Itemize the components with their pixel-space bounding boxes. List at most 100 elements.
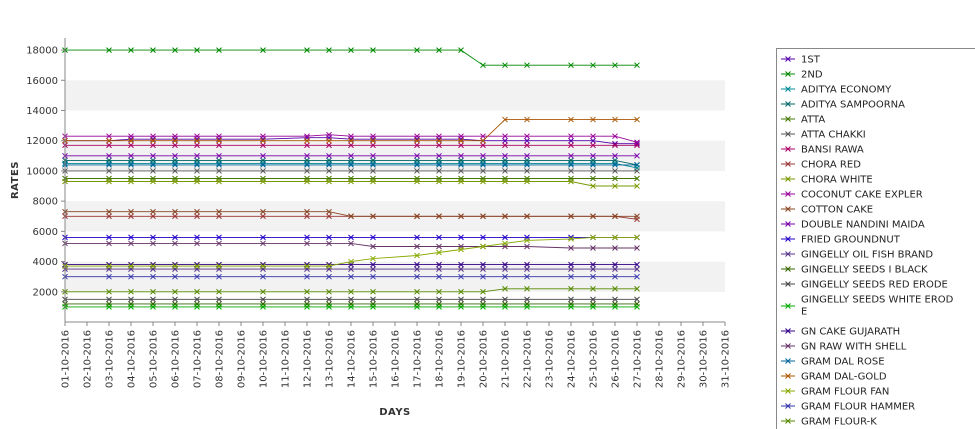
data-point (150, 137, 156, 144)
data-point (480, 296, 486, 303)
data-point (590, 296, 596, 303)
data-point (414, 213, 420, 220)
data-point (634, 245, 640, 251)
data-point (634, 175, 640, 182)
data-point (172, 157, 178, 164)
data-point (106, 137, 112, 144)
data-point (326, 142, 332, 149)
data-point (150, 162, 156, 168)
data-point (304, 213, 310, 220)
data-point (436, 157, 442, 164)
series-line (65, 162, 638, 169)
data-point (612, 152, 618, 159)
data-point (150, 296, 156, 303)
y-tick-label: 2000 (33, 287, 58, 298)
series-22 (62, 273, 640, 280)
legend-label: ATTA CHAKKI (801, 130, 866, 141)
series-21 (62, 234, 640, 269)
data-point (458, 157, 464, 164)
data-point (612, 296, 618, 303)
data-point (612, 157, 618, 164)
data-point (216, 304, 222, 310)
data-point (106, 157, 112, 164)
x-tick-label: 10-10-2016 (259, 330, 270, 388)
data-point (634, 273, 640, 280)
data-point (348, 157, 354, 164)
data-point (458, 296, 464, 303)
data-point (106, 133, 112, 140)
data-point (414, 266, 420, 272)
data-point (634, 116, 640, 123)
data-point (436, 243, 442, 250)
data-point (150, 178, 156, 185)
data-point (590, 304, 596, 310)
data-point (436, 288, 442, 295)
data-point (326, 178, 332, 185)
data-point (216, 288, 222, 295)
series-11 (62, 152, 640, 159)
series-9 (62, 131, 640, 146)
data-point (172, 213, 178, 220)
data-point (106, 304, 112, 310)
data-point (502, 261, 508, 268)
data-point (150, 213, 156, 220)
legend-label: GN CAKE GUJARATH (801, 327, 900, 338)
data-point (590, 152, 596, 159)
data-point (590, 157, 596, 164)
data-point (458, 234, 464, 241)
data-point (150, 240, 156, 247)
data-point (216, 240, 222, 247)
data-point (502, 273, 508, 280)
data-point (568, 304, 574, 310)
data-point (304, 162, 310, 168)
y-tick-label: 18000 (26, 46, 58, 57)
x-tick-label: 11-10-2016 (281, 330, 292, 388)
legend-marker (785, 418, 791, 424)
data-point (436, 266, 442, 272)
data-point (590, 168, 596, 174)
x-tick-label: 19-10-2016 (457, 330, 468, 388)
x-tick-label: 05-10-2016 (149, 330, 160, 388)
legend-item: GN CAKE GUJARATH (781, 327, 900, 338)
data-point (590, 183, 596, 189)
data-point (260, 47, 266, 53)
data-point (634, 139, 640, 146)
legend-item: GRAM FLOUR-K (781, 417, 877, 428)
data-point (590, 234, 596, 241)
data-point (194, 234, 200, 241)
data-point (216, 133, 222, 140)
data-point (436, 273, 442, 280)
data-point (348, 142, 354, 149)
data-point (194, 304, 200, 310)
data-point (436, 47, 442, 53)
data-point (458, 246, 464, 253)
data-point (128, 178, 134, 185)
legend-label: 2ND (801, 70, 823, 81)
data-point (480, 243, 486, 250)
data-point (480, 178, 486, 185)
data-point (436, 168, 442, 174)
data-point (348, 304, 354, 310)
series-20 (62, 116, 640, 144)
data-point (458, 152, 464, 159)
data-point (150, 288, 156, 295)
data-point (414, 234, 420, 241)
data-point (150, 304, 156, 310)
data-point (370, 304, 376, 310)
data-point (414, 304, 420, 310)
x-tick-label: 07-10-2016 (193, 330, 204, 388)
x-tick-label: 13-10-2016 (325, 330, 336, 388)
data-point (304, 263, 310, 269)
legend-marker (785, 281, 791, 287)
x-tick-label: 09-10-2016 (237, 330, 248, 388)
data-point (370, 261, 376, 268)
legend-marker (785, 303, 791, 309)
data-point (106, 47, 112, 53)
data-point (370, 142, 376, 149)
legend-label: GINGELLY SEEDS I BLACK (801, 265, 928, 276)
data-point (106, 263, 112, 269)
data-point (304, 47, 310, 53)
data-point (216, 137, 222, 144)
data-point (216, 273, 222, 280)
data-point (502, 304, 508, 310)
